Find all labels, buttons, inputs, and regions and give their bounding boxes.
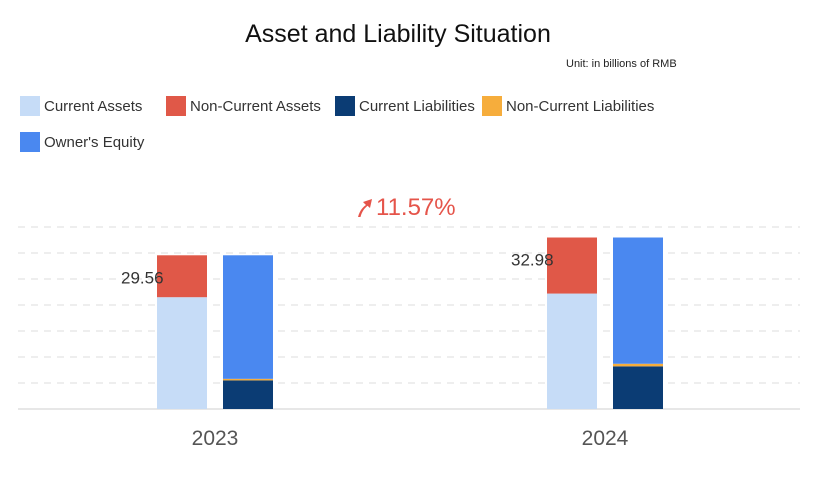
chart-title: Asset and Liability Situation: [245, 20, 551, 48]
bar-current-assets-2023[interactable]: [157, 297, 207, 409]
legend-swatch-owners-equity: [20, 132, 40, 152]
legend-label-non-current-assets: Non-Current Assets: [190, 97, 321, 115]
legend-swatch-non-current-liabilities: [482, 96, 502, 116]
legend-label-current-liabilities: Current Liabilities: [359, 97, 475, 115]
total-label-2024: 32.98: [511, 251, 554, 270]
grid-lines: [18, 226, 800, 384]
legend-item-current-assets[interactable]: Current Assets: [20, 96, 142, 116]
bar-current-assets-2024[interactable]: [547, 293, 597, 409]
x-tick-label-2023: 2023: [192, 427, 239, 450]
legend-swatch-non-current-assets: [166, 96, 186, 116]
bar-non-current-assets-2024[interactable]: [547, 237, 597, 294]
bar-non-current-liabilities-2023[interactable]: [223, 378, 273, 381]
unit-label: Unit: in billions of RMB: [566, 58, 677, 70]
total-label-2023: 29.56: [121, 268, 164, 287]
bars: [157, 237, 663, 409]
x-tick-label-2024: 2024: [582, 427, 629, 450]
bar-current-liabilities-2023[interactable]: [223, 380, 273, 409]
bar-owner-s-equity-2024[interactable]: [613, 237, 663, 364]
up-arrow-icon: [358, 199, 372, 217]
bar-current-liabilities-2024[interactable]: [613, 366, 663, 409]
legend-item-owners-equity[interactable]: Owner's Equity: [20, 132, 144, 152]
growth-indicator: 11.57%: [354, 194, 456, 222]
legend-item-non-current-liabilities[interactable]: Non-Current Liabilities: [482, 96, 654, 116]
bar-non-current-liabilities-2024[interactable]: [613, 363, 663, 367]
legend-item-current-liabilities[interactable]: Current Liabilities: [335, 96, 475, 116]
labels: 29.56 2023 32.98 2024: [121, 251, 629, 450]
legend-label-owners-equity: Owner's Equity: [44, 133, 145, 151]
bar-non-current-assets-2023[interactable]: [157, 255, 207, 298]
growth-value: 11.57%: [376, 194, 456, 221]
legend-item-non-current-assets[interactable]: Non-Current Assets: [166, 96, 321, 116]
legend-label-non-current-liabilities: Non-Current Liabilities: [506, 97, 655, 115]
legend-swatch-current-assets: [20, 96, 40, 116]
legend-swatch-current-liabilities: [335, 96, 355, 116]
legend-label-current-assets: Current Assets: [44, 97, 143, 115]
bar-owner-s-equity-2023[interactable]: [223, 255, 273, 379]
